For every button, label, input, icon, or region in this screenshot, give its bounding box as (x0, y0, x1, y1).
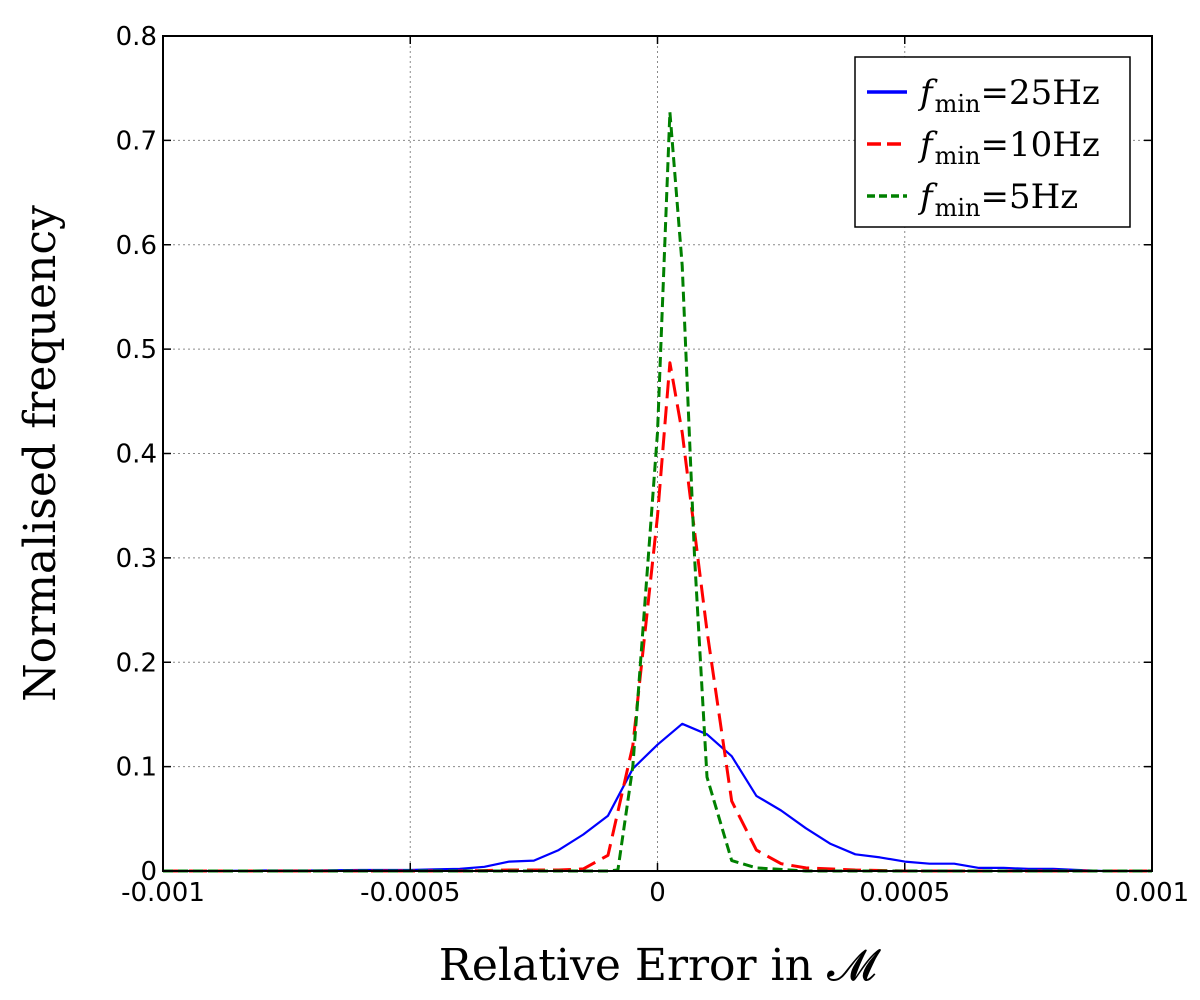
legend-value: =10Hz (980, 125, 1099, 165)
legend-box (854, 56, 1131, 228)
y-tick-label: 0.8 (116, 22, 157, 52)
legend-subscript: min (935, 142, 981, 170)
legend-value: =25Hz (980, 73, 1099, 113)
legend-subscript: min (935, 194, 981, 222)
x-tick-label: -0.0005 (360, 878, 460, 908)
legend: fmin=25Hz fmin=10Hz fmin=5Hz (854, 56, 1131, 228)
x-tick-label: 0 (649, 878, 666, 908)
x-tick-label: -0.001 (121, 878, 205, 908)
y-tick-label: 0.7 (116, 126, 157, 156)
x-tick-label: 0.0005 (859, 878, 950, 908)
legend-value: =5Hz (980, 177, 1078, 217)
x-axis-title: Relative Error in 𝓜 (439, 940, 881, 991)
legend-label-2: fmin=10Hz (917, 125, 1100, 170)
y-tick-label: 0.6 (116, 231, 157, 261)
series-line-3 (163, 110, 1152, 873)
y-axis-title: Normalised frequency (15, 205, 66, 702)
tick-labels: -0.001 -0.0005 0 0.0005 0.001 0 0.1 0.2 0.3 0.4 0.… (116, 22, 1190, 908)
y-tick-label: 0.5 (116, 335, 157, 365)
x-tick-label: 0.001 (1115, 878, 1189, 908)
y-tick-label: 0.4 (116, 440, 157, 470)
legend-label-3: fmin=5Hz (917, 177, 1078, 222)
axis-ticks (162, 35, 1153, 872)
y-tick-label: 0.3 (116, 544, 157, 574)
legend-label-1: fmin=25Hz (917, 73, 1100, 118)
y-tick-label: 0.2 (116, 648, 157, 678)
y-tick-label: 0.1 (116, 753, 157, 783)
y-tick-label: 0 (140, 857, 157, 887)
legend-subscript: min (935, 90, 981, 118)
